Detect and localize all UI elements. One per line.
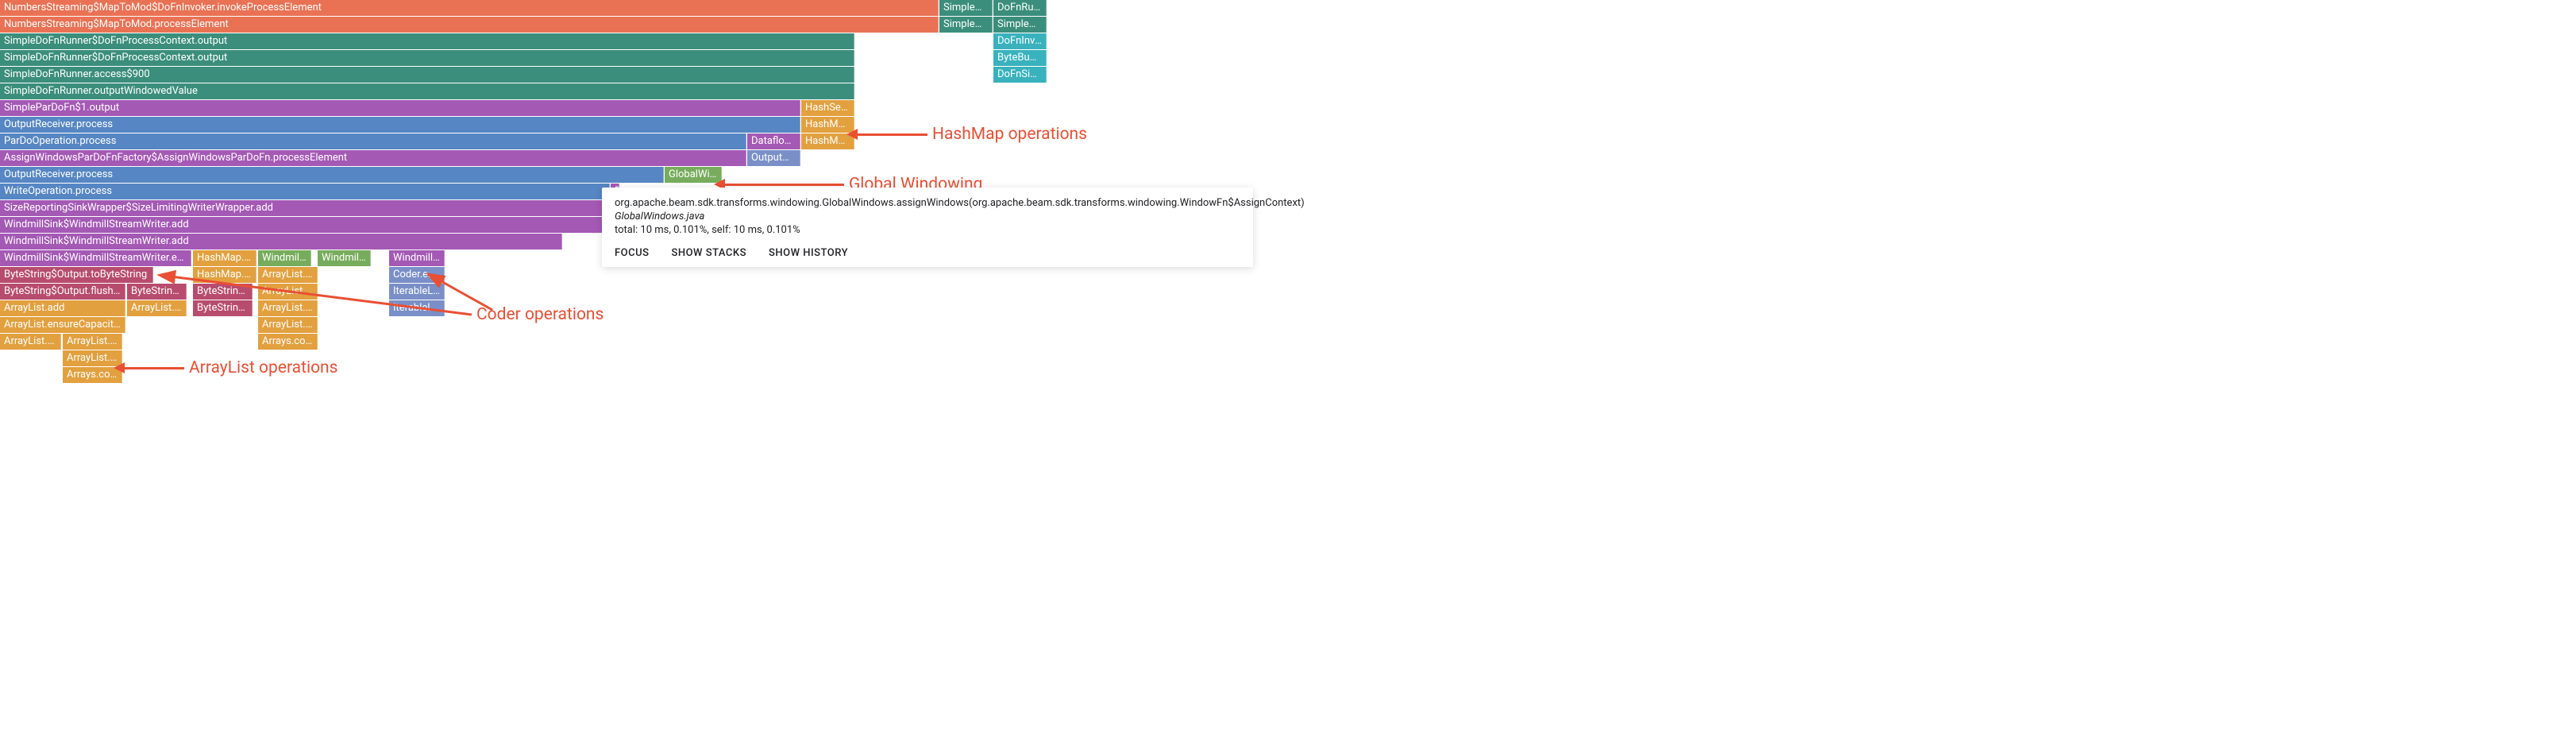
annotation-hashmap-label: HashMap operations	[932, 125, 1087, 144]
arrow-arraylist	[125, 367, 184, 369]
arrow-globalwin	[725, 184, 844, 186]
tooltip-action-showstacks[interactable]: SHOW STACKS	[671, 247, 746, 259]
tooltip-stats: total: 10 ms, 0.101%, self: 10 ms, 0.101…	[615, 224, 1240, 236]
annotation-coder: Coder operations	[476, 305, 604, 324]
arrow-hashmap	[858, 133, 927, 136]
tooltip-action-showhistory[interactable]: SHOW HISTORY	[769, 247, 848, 259]
tooltip: org.apache.beam.sdk.transforms.windowing…	[602, 188, 1253, 267]
annotation-hashmap: HashMap operations	[858, 125, 1087, 144]
tooltip-source: GlobalWindows.java	[615, 211, 1240, 222]
tooltip-actions: FOCUS SHOW STACKS SHOW HISTORY	[615, 247, 1240, 259]
annotation-arraylist: ArrayList operations	[125, 358, 337, 377]
tooltip-action-focus[interactable]: FOCUS	[615, 247, 649, 259]
tooltip-title: org.apache.beam.sdk.transforms.windowing…	[615, 197, 1240, 209]
annotation-coder-label: Coder operations	[476, 305, 604, 324]
annotation-arraylist-label: ArrayList operations	[189, 358, 337, 377]
